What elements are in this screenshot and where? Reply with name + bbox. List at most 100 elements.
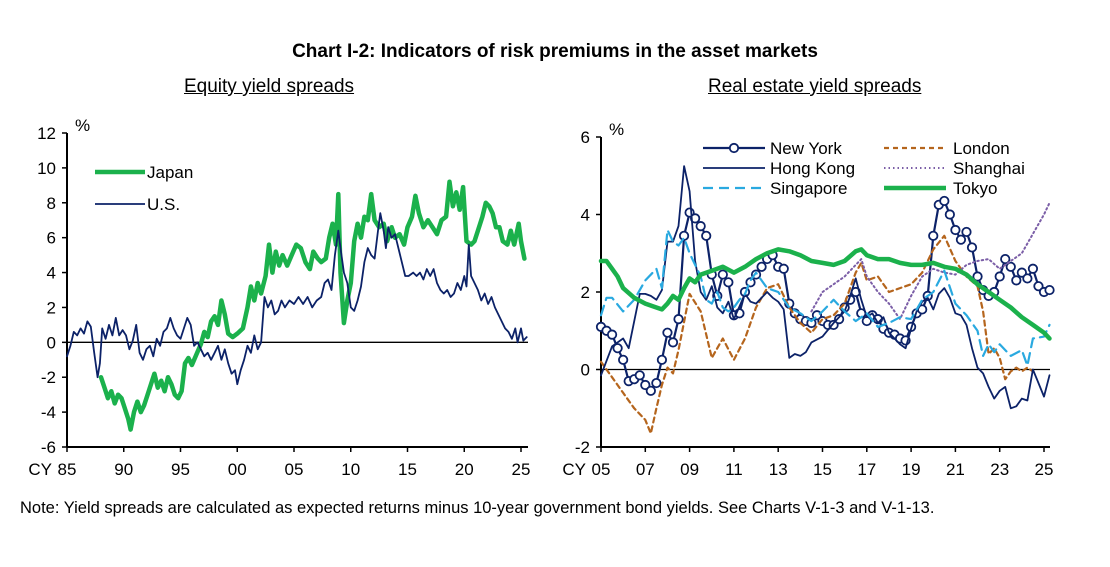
data-point-new-york [606, 329, 618, 340]
data-point-new-york [1022, 273, 1033, 284]
y-tick-label: -2 [575, 438, 590, 457]
legend-label-tokyo: Tokyo [953, 179, 997, 198]
x-tick-label: 15 [813, 460, 832, 479]
legend-item-japan: Japan [95, 163, 193, 182]
data-point-new-york [1011, 275, 1022, 286]
data-point-new-york [673, 314, 684, 325]
x-tick-label: 10 [341, 460, 360, 479]
y-tick-label: 2 [47, 298, 56, 317]
data-point-new-york [939, 195, 950, 207]
x-tick-label: 11 [725, 460, 743, 479]
series-line-tokyo [598, 247, 1052, 341]
x-tick-label: 07 [636, 460, 655, 479]
x-tick-label: 85 [58, 460, 77, 479]
legend-item-london: London [884, 139, 1010, 158]
x-axis-prefix-label: CY [28, 460, 52, 479]
y-tick-label: 2 [581, 283, 590, 302]
x-tick-label: 09 [680, 460, 699, 479]
legend-label-shanghai: Shanghai [953, 159, 1025, 178]
data-point-new-york [612, 343, 623, 354]
data-point-new-york [961, 226, 972, 238]
data-point-new-york [695, 221, 706, 232]
data-point-new-york [1005, 261, 1016, 272]
data-point-new-york [656, 354, 668, 365]
y-tick-label: 4 [47, 264, 56, 283]
data-point-new-york [723, 277, 734, 288]
data-point-new-york [950, 224, 961, 236]
real-estate-chart: 6 4 2 0 -2% 05 07 09 11 13 15 17 19 21 23 25 CY [562, 120, 1055, 479]
legend-label-london: London [953, 139, 1010, 158]
y-tick-label: 0 [47, 333, 56, 352]
y-tick-label: 12 [37, 124, 56, 143]
y-tick-label: 0 [581, 361, 590, 380]
legend-item-shanghai: Shanghai [884, 159, 1025, 178]
series-line-u-s [66, 212, 528, 386]
data-point-new-york [994, 271, 1005, 282]
series-line-new-york [599, 199, 1051, 392]
data-point-new-york [678, 230, 690, 241]
data-point-new-york [972, 271, 983, 282]
data-point-new-york [1044, 284, 1055, 296]
y-tick-label: 6 [47, 229, 56, 248]
series-line-singapore [599, 228, 1051, 367]
data-point-new-york [756, 261, 767, 272]
data-point-new-york [662, 327, 673, 338]
legend-marker-new-york [728, 142, 740, 154]
y-tick-label: -2 [41, 368, 56, 387]
data-point-new-york [928, 230, 939, 241]
x-tick-label: 23 [990, 460, 1009, 479]
y-tick-label: 8 [47, 194, 56, 213]
x-tick-label: 21 [946, 460, 965, 479]
legend-label-singapore: Singapore [770, 179, 848, 198]
legend-item-tokyo: Tokyo [884, 179, 997, 198]
data-point-new-york [667, 337, 679, 348]
data-point-new-york [634, 370, 645, 381]
x-tick-label: 90 [114, 460, 133, 479]
series-line-shanghai [810, 201, 1051, 321]
chart-main-title: Chart I-2: Indicators of risk premiums i… [292, 41, 818, 62]
x-tick-label: 13 [769, 460, 788, 479]
data-point-new-york [966, 242, 978, 253]
y-axis-unit-label: % [75, 116, 90, 135]
equity-legend: Japan U.S. [95, 163, 193, 214]
data-point-new-york [944, 209, 955, 220]
y-tick-label: 6 [581, 128, 590, 147]
x-tick-label: 25 [512, 460, 531, 479]
y-tick-label: -4 [41, 403, 56, 422]
x-tick-label: 19 [902, 460, 921, 479]
legend-label-new-york: New York [770, 139, 842, 158]
y-tick-label: -6 [41, 438, 56, 457]
y-tick-label: 4 [581, 206, 590, 225]
x-tick-label: 95 [171, 460, 190, 479]
x-axis-prefix-label: CY [562, 460, 586, 479]
data-point-new-york [834, 314, 845, 325]
data-point-new-york [1000, 253, 1011, 265]
y-tick-label: 10 [37, 159, 56, 178]
x-tick-label: 00 [228, 460, 247, 479]
legend-item-singapore: Singapore [703, 179, 848, 198]
x-tick-label: 20 [455, 460, 474, 479]
series-line-japan [98, 179, 527, 432]
footnote: Note: Yield spreads are calculated as ex… [20, 499, 935, 517]
x-tick-label: 05 [285, 460, 304, 479]
legend-label-japan: Japan [147, 163, 193, 182]
data-point-new-york [1027, 263, 1039, 274]
data-point-new-york [701, 230, 712, 241]
equity-chart-title: Equity yield spreads [184, 76, 355, 97]
legend-item-hong-kong: Hong Kong [703, 159, 855, 178]
data-point-new-york [645, 385, 656, 396]
real-estate-chart-title: Real estate yield spreads [708, 76, 922, 97]
x-tick-label: 17 [857, 460, 876, 479]
x-tick-label: 25 [1035, 460, 1054, 479]
data-point-new-york [955, 234, 967, 245]
legend-label-hong-kong: Hong Kong [770, 159, 855, 178]
data-point-new-york [717, 269, 728, 280]
x-tick-label: 15 [398, 460, 417, 479]
x-tick-label: 05 [592, 460, 611, 479]
legend-item-new-york: New York [703, 139, 842, 158]
data-point-new-york [618, 354, 629, 365]
series-line-london [599, 234, 1034, 435]
